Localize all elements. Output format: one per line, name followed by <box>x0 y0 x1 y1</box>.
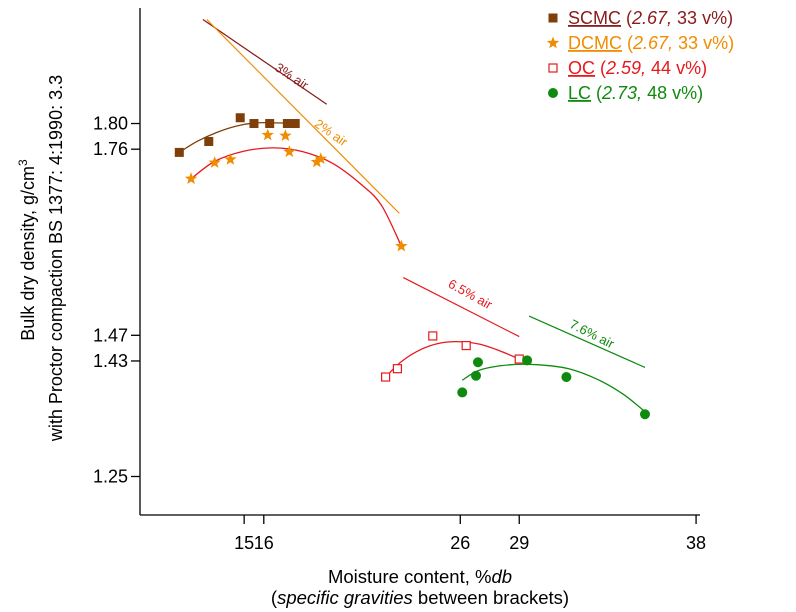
legend-specific-gravity: 2.67, <box>631 8 672 28</box>
y-axis-label-line1: Bulk dry density, g/cm3 <box>16 159 38 341</box>
legend: SCMC (2.67, 33 v%) DCMC (2.67, 33 v%) OC (… <box>546 8 734 103</box>
y-tick-label: 1.76 <box>93 139 128 159</box>
fit-curve-dcmc <box>190 147 402 247</box>
x-tick-label: 29 <box>509 533 529 553</box>
legend-marker-dcmc <box>546 36 560 49</box>
x-ticks: 15 16 26 29 38 <box>234 515 706 553</box>
legend-entry-lc: LC (2.73, 48 v%) <box>568 83 703 103</box>
legend-marker-scmc <box>548 13 558 23</box>
data-point-lc <box>639 409 650 420</box>
y-tick-label: 1.47 <box>93 325 128 345</box>
legend-entry-oc: OC (2.59, 44 v%) <box>568 58 707 78</box>
data-point-scmc <box>282 119 292 129</box>
data-points <box>174 113 650 420</box>
y-tick-label: 1.25 <box>93 466 128 486</box>
air-void-line <box>403 277 520 338</box>
legend-volume: 44 v%) <box>646 58 707 78</box>
data-point-scmc <box>174 147 184 157</box>
data-point-dcmc <box>395 239 408 252</box>
air-void-line <box>202 19 328 105</box>
data-point-lc <box>472 357 483 368</box>
x-tick-label: 38 <box>686 533 706 553</box>
legend-series-name: SCMC <box>568 8 621 28</box>
legend-volume: 33 v%) <box>673 33 734 53</box>
data-point-dcmc <box>261 128 274 141</box>
data-point-scmc <box>290 119 300 129</box>
air-void-line <box>528 315 646 368</box>
legend-volume: 33 v%) <box>672 8 733 28</box>
legend-volume: 48 v%) <box>642 83 703 103</box>
fit-curves <box>178 121 646 413</box>
air-void-line <box>206 19 400 214</box>
data-point-dcmc <box>184 172 198 184</box>
data-point-dcmc <box>314 152 327 165</box>
legend-entry-dcmc: DCMC (2.67, 33 v%) <box>568 33 734 53</box>
air-void-label: 7.6% air <box>567 316 617 351</box>
legend-specific-gravity: 2.59, <box>605 58 646 78</box>
fit-curve-lc <box>461 363 646 413</box>
legend-specific-gravity: 2.73, <box>601 83 642 103</box>
legend-marker-lc <box>548 88 558 98</box>
legend-series-name: OC <box>568 58 595 78</box>
legend-marker-oc <box>548 63 558 73</box>
x-axis-note: (specific gravities between brackets) <box>271 587 569 608</box>
data-point-lc <box>522 355 533 366</box>
legend-series-name: DCMC <box>568 33 622 53</box>
data-point-scmc <box>235 113 245 123</box>
data-point-oc <box>381 372 391 382</box>
data-point-oc <box>392 364 403 374</box>
y-axis-label-line2: with Proctor compaction BS 1377: 4:1990:… <box>46 75 66 442</box>
data-point-scmc <box>265 119 275 129</box>
y-ticks: 1.25 1.43 1.47 1.76 1.80 <box>93 114 140 486</box>
legend-specific-gravity: 2.67, <box>632 33 673 53</box>
data-point-dcmc <box>310 155 324 168</box>
fit-curve-scmc <box>178 121 296 153</box>
data-point-oc <box>461 340 471 351</box>
air-void-label: 6.5% air <box>446 276 496 313</box>
data-point-oc <box>514 354 524 364</box>
x-tick-label: 26 <box>450 533 470 553</box>
data-point-oc <box>428 331 438 341</box>
x-tick-label: 15 <box>234 533 254 553</box>
air-void-label: 3% air <box>272 60 311 93</box>
x-axis-label: Moisture content, %db <box>328 566 512 587</box>
legend-series-name: LC <box>568 83 591 103</box>
data-point-dcmc <box>224 152 237 165</box>
fit-curve-oc <box>385 341 520 378</box>
data-point-lc <box>471 370 481 381</box>
y-tick-label: 1.80 <box>93 114 128 134</box>
legend-entry-scmc: SCMC (2.67, 33 v%) <box>568 8 733 28</box>
data-point-lc <box>457 387 468 398</box>
data-point-dcmc <box>208 156 221 168</box>
y-tick-label: 1.43 <box>93 351 128 371</box>
data-point-lc <box>561 372 572 383</box>
data-point-scmc <box>249 119 259 129</box>
data-point-scmc <box>204 136 214 146</box>
x-tick-label: 16 <box>254 533 274 553</box>
data-point-dcmc <box>283 145 296 158</box>
data-point-dcmc <box>279 129 292 141</box>
